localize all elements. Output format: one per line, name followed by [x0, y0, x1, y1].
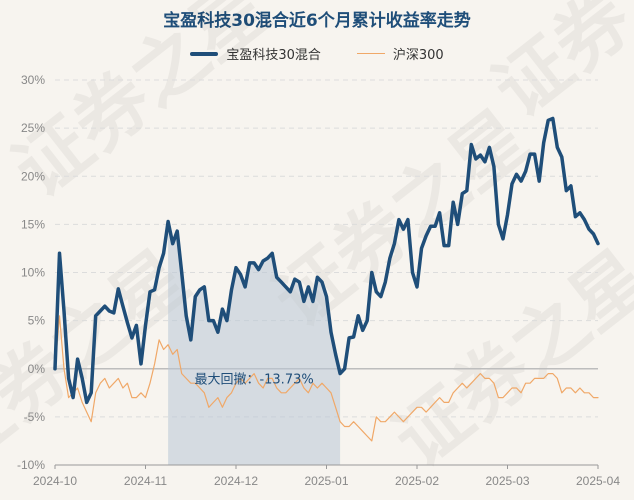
y-tick-label: 30%	[21, 73, 45, 87]
series-line-fund	[53, 116, 600, 405]
legend-label-fund: 宝盈科技30混合	[226, 48, 321, 63]
x-tick-label: 2025-02	[395, 474, 439, 488]
x-tick-label: 2025-01	[304, 474, 348, 488]
y-tick-label: 10%	[21, 266, 45, 280]
y-tick-label: 15%	[21, 217, 45, 231]
legend-swatch-index	[356, 53, 385, 54]
legend-item-index[interactable]: 沪深300	[356, 44, 444, 63]
x-tick-label: 2024-11	[124, 474, 167, 488]
y-axis: 30% 25% 20% 15% 10% 5% 0% -5% -10%	[17, 73, 45, 472]
chart-legend: 宝盈科技30混合 沪深300	[0, 44, 634, 63]
legend-item-fund[interactable]: 宝盈科技30混合	[190, 44, 321, 63]
y-tick-label: 0%	[28, 362, 46, 376]
y-tick-label: -5%	[24, 410, 46, 424]
x-tick-label: 2024-12	[214, 474, 258, 488]
y-tick-label: 20%	[21, 169, 45, 183]
series-lines	[53, 116, 600, 442]
x-tick-label: 2025-03	[485, 474, 529, 488]
chart-title: 宝盈科技30混合近6个月累计收益率走势	[163, 11, 471, 31]
watermark-text: 证券之星	[378, 234, 634, 484]
legend-swatch-fund	[190, 51, 219, 56]
x-axis: 2024-10 2024-11 2024-12 2025-01 2025-02 2025-…	[33, 464, 620, 488]
annotations: 最大回撤：-13.73%	[194, 371, 313, 387]
legend-label-index: 沪深300	[392, 48, 444, 63]
y-tick-label: 25%	[21, 121, 45, 135]
max-drawdown-label: 最大回撤：-13.73%	[194, 371, 313, 387]
x-tick-label: 2025-04	[576, 474, 620, 488]
x-tick-label: 2024-10	[33, 474, 77, 488]
series-line-index	[54, 315, 599, 442]
y-tick-label: 5%	[28, 314, 46, 328]
y-tick-label: -10%	[17, 458, 45, 472]
